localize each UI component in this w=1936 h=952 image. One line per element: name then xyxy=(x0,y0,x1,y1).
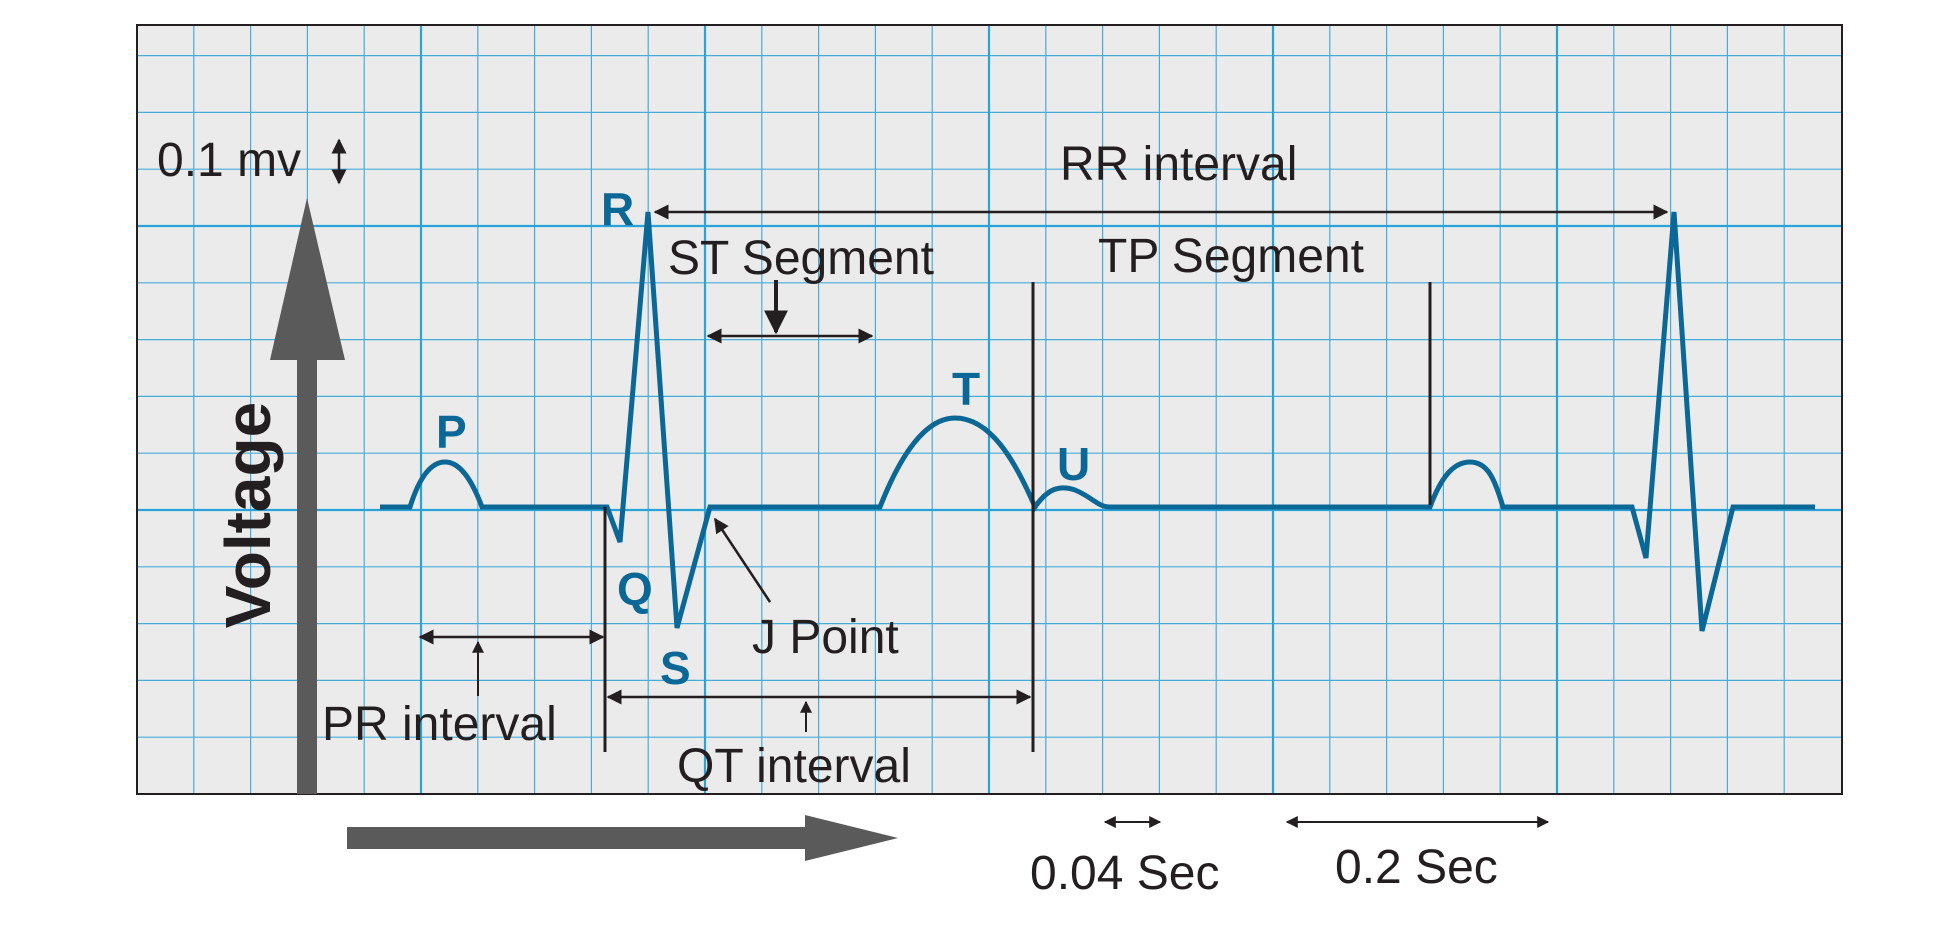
time-scale-small-label: 0.04 Sec xyxy=(1030,847,1219,900)
j-point-pointer xyxy=(713,517,772,603)
voltage-arrow xyxy=(270,198,345,794)
s-wave-label: S xyxy=(660,642,691,694)
time-scale-large-label: 0.2 Sec xyxy=(1335,841,1498,894)
graph-border xyxy=(136,24,1843,795)
tp-segment-label: TP Segment xyxy=(1098,230,1364,283)
voltage-label: Voltage xyxy=(212,402,284,628)
rr-interval-label: RR interval xyxy=(1060,138,1297,191)
r-wave-label: R xyxy=(601,183,634,235)
voltage-scale-label: 0.1 mv xyxy=(157,134,301,187)
q-wave-label: Q xyxy=(617,563,653,615)
pr-interval-label: PR interval xyxy=(322,698,557,751)
grid-major-lines xyxy=(137,25,1842,794)
time-arrow xyxy=(347,815,898,861)
j-point-label: J Point xyxy=(752,611,899,664)
p-wave-label: P xyxy=(436,406,467,458)
ecg-waveform xyxy=(380,211,1815,632)
qt-interval-label: QT interval xyxy=(677,740,911,793)
t-wave-label: T xyxy=(952,363,980,415)
st-segment-label: ST Segment xyxy=(668,232,934,285)
u-wave-label: U xyxy=(1057,438,1090,490)
